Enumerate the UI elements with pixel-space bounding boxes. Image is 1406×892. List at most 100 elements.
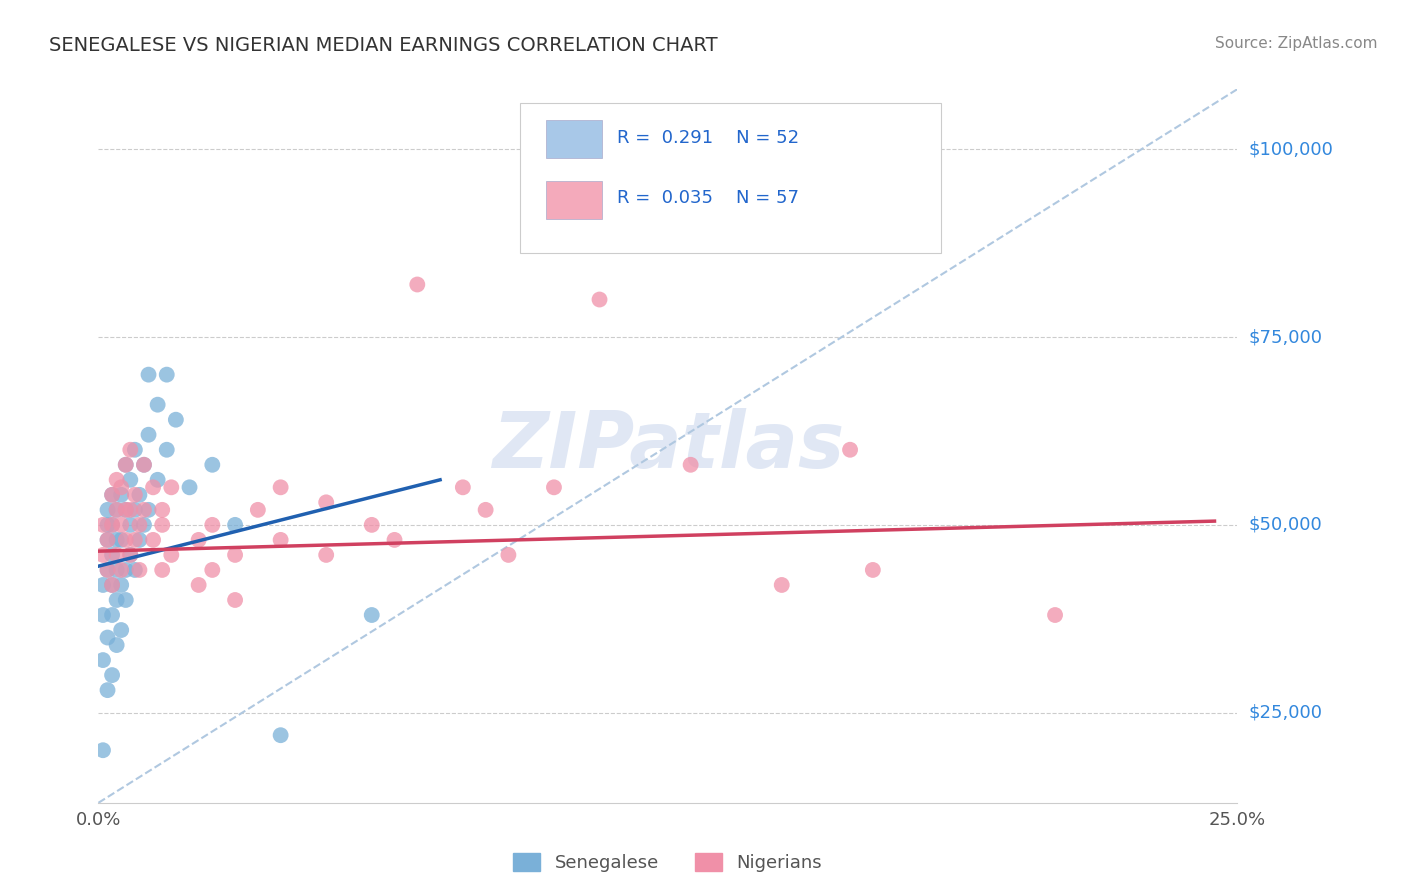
Point bbox=[128, 488, 150, 502]
Point bbox=[543, 480, 565, 494]
Point bbox=[384, 533, 406, 547]
FancyBboxPatch shape bbox=[546, 120, 602, 159]
Point bbox=[224, 517, 246, 532]
Text: $100,000: $100,000 bbox=[1249, 140, 1333, 158]
Point bbox=[132, 458, 155, 472]
Point bbox=[132, 458, 155, 472]
Point bbox=[839, 442, 862, 457]
Point bbox=[315, 495, 337, 509]
Point bbox=[224, 593, 246, 607]
Point bbox=[270, 480, 292, 494]
Text: R =  0.291    N = 52: R = 0.291 N = 52 bbox=[617, 128, 799, 146]
Point bbox=[406, 277, 429, 292]
Point bbox=[315, 548, 337, 562]
Point bbox=[120, 442, 142, 457]
Point bbox=[270, 533, 292, 547]
Point bbox=[169, 818, 191, 832]
Legend: Senegalese, Nigerians: Senegalese, Nigerians bbox=[506, 846, 830, 880]
Text: $50,000: $50,000 bbox=[1249, 516, 1322, 534]
Point bbox=[246, 503, 269, 517]
Point bbox=[156, 442, 179, 457]
Text: $75,000: $75,000 bbox=[1249, 328, 1323, 346]
Point bbox=[224, 548, 246, 562]
Point bbox=[201, 563, 224, 577]
Point bbox=[132, 517, 155, 532]
Text: R =  0.035    N = 57: R = 0.035 N = 57 bbox=[617, 189, 799, 207]
Point bbox=[114, 563, 136, 577]
Point bbox=[91, 517, 114, 532]
Text: SENEGALESE VS NIGERIAN MEDIAN EARNINGS CORRELATION CHART: SENEGALESE VS NIGERIAN MEDIAN EARNINGS C… bbox=[49, 36, 718, 54]
Point bbox=[120, 473, 142, 487]
Point bbox=[110, 488, 132, 502]
Point bbox=[105, 563, 128, 577]
Point bbox=[96, 503, 118, 517]
Point bbox=[110, 578, 132, 592]
Point bbox=[91, 743, 114, 757]
Point bbox=[138, 368, 160, 382]
Point bbox=[120, 503, 142, 517]
Point bbox=[770, 578, 793, 592]
Point bbox=[105, 548, 128, 562]
Point bbox=[96, 683, 118, 698]
Point bbox=[179, 480, 201, 494]
Point bbox=[96, 533, 118, 547]
Point bbox=[270, 728, 292, 742]
Point bbox=[101, 548, 124, 562]
Point bbox=[128, 563, 150, 577]
Point bbox=[91, 653, 114, 667]
Point bbox=[360, 607, 382, 622]
Point bbox=[110, 623, 132, 637]
Point bbox=[101, 607, 124, 622]
Point bbox=[101, 517, 124, 532]
Point bbox=[150, 517, 173, 532]
Point bbox=[862, 563, 884, 577]
Point bbox=[114, 503, 136, 517]
Point bbox=[160, 480, 183, 494]
Point bbox=[120, 548, 142, 562]
Point bbox=[498, 548, 520, 562]
Point bbox=[124, 503, 146, 517]
Point bbox=[105, 503, 128, 517]
Point bbox=[105, 638, 128, 652]
Point bbox=[114, 503, 136, 517]
Point bbox=[679, 458, 702, 472]
Point bbox=[124, 563, 146, 577]
Point bbox=[138, 427, 160, 442]
Point bbox=[138, 503, 160, 517]
Point bbox=[105, 593, 128, 607]
Point bbox=[91, 548, 114, 562]
Point bbox=[142, 533, 165, 547]
Point bbox=[187, 533, 209, 547]
Point bbox=[120, 517, 142, 532]
Point bbox=[110, 563, 132, 577]
Point bbox=[91, 578, 114, 592]
Point bbox=[96, 563, 118, 577]
Point bbox=[150, 563, 173, 577]
Point bbox=[1043, 607, 1066, 622]
Point bbox=[101, 488, 124, 502]
Point bbox=[142, 480, 165, 494]
Point bbox=[124, 533, 146, 547]
Point bbox=[201, 517, 224, 532]
Point bbox=[474, 503, 496, 517]
Point bbox=[110, 533, 132, 547]
Point bbox=[96, 517, 118, 532]
Point bbox=[105, 473, 128, 487]
Point bbox=[360, 517, 382, 532]
Point bbox=[101, 578, 124, 592]
FancyBboxPatch shape bbox=[546, 180, 602, 219]
Point bbox=[128, 533, 150, 547]
Point bbox=[160, 548, 183, 562]
Point bbox=[124, 442, 146, 457]
Point bbox=[156, 368, 179, 382]
Point bbox=[91, 607, 114, 622]
Text: ZIPatlas: ZIPatlas bbox=[492, 408, 844, 484]
Text: Source: ZipAtlas.com: Source: ZipAtlas.com bbox=[1215, 36, 1378, 51]
Point bbox=[101, 488, 124, 502]
Point bbox=[114, 533, 136, 547]
Point bbox=[187, 578, 209, 592]
Point bbox=[110, 480, 132, 494]
Point bbox=[114, 458, 136, 472]
Point bbox=[114, 593, 136, 607]
Point bbox=[128, 517, 150, 532]
